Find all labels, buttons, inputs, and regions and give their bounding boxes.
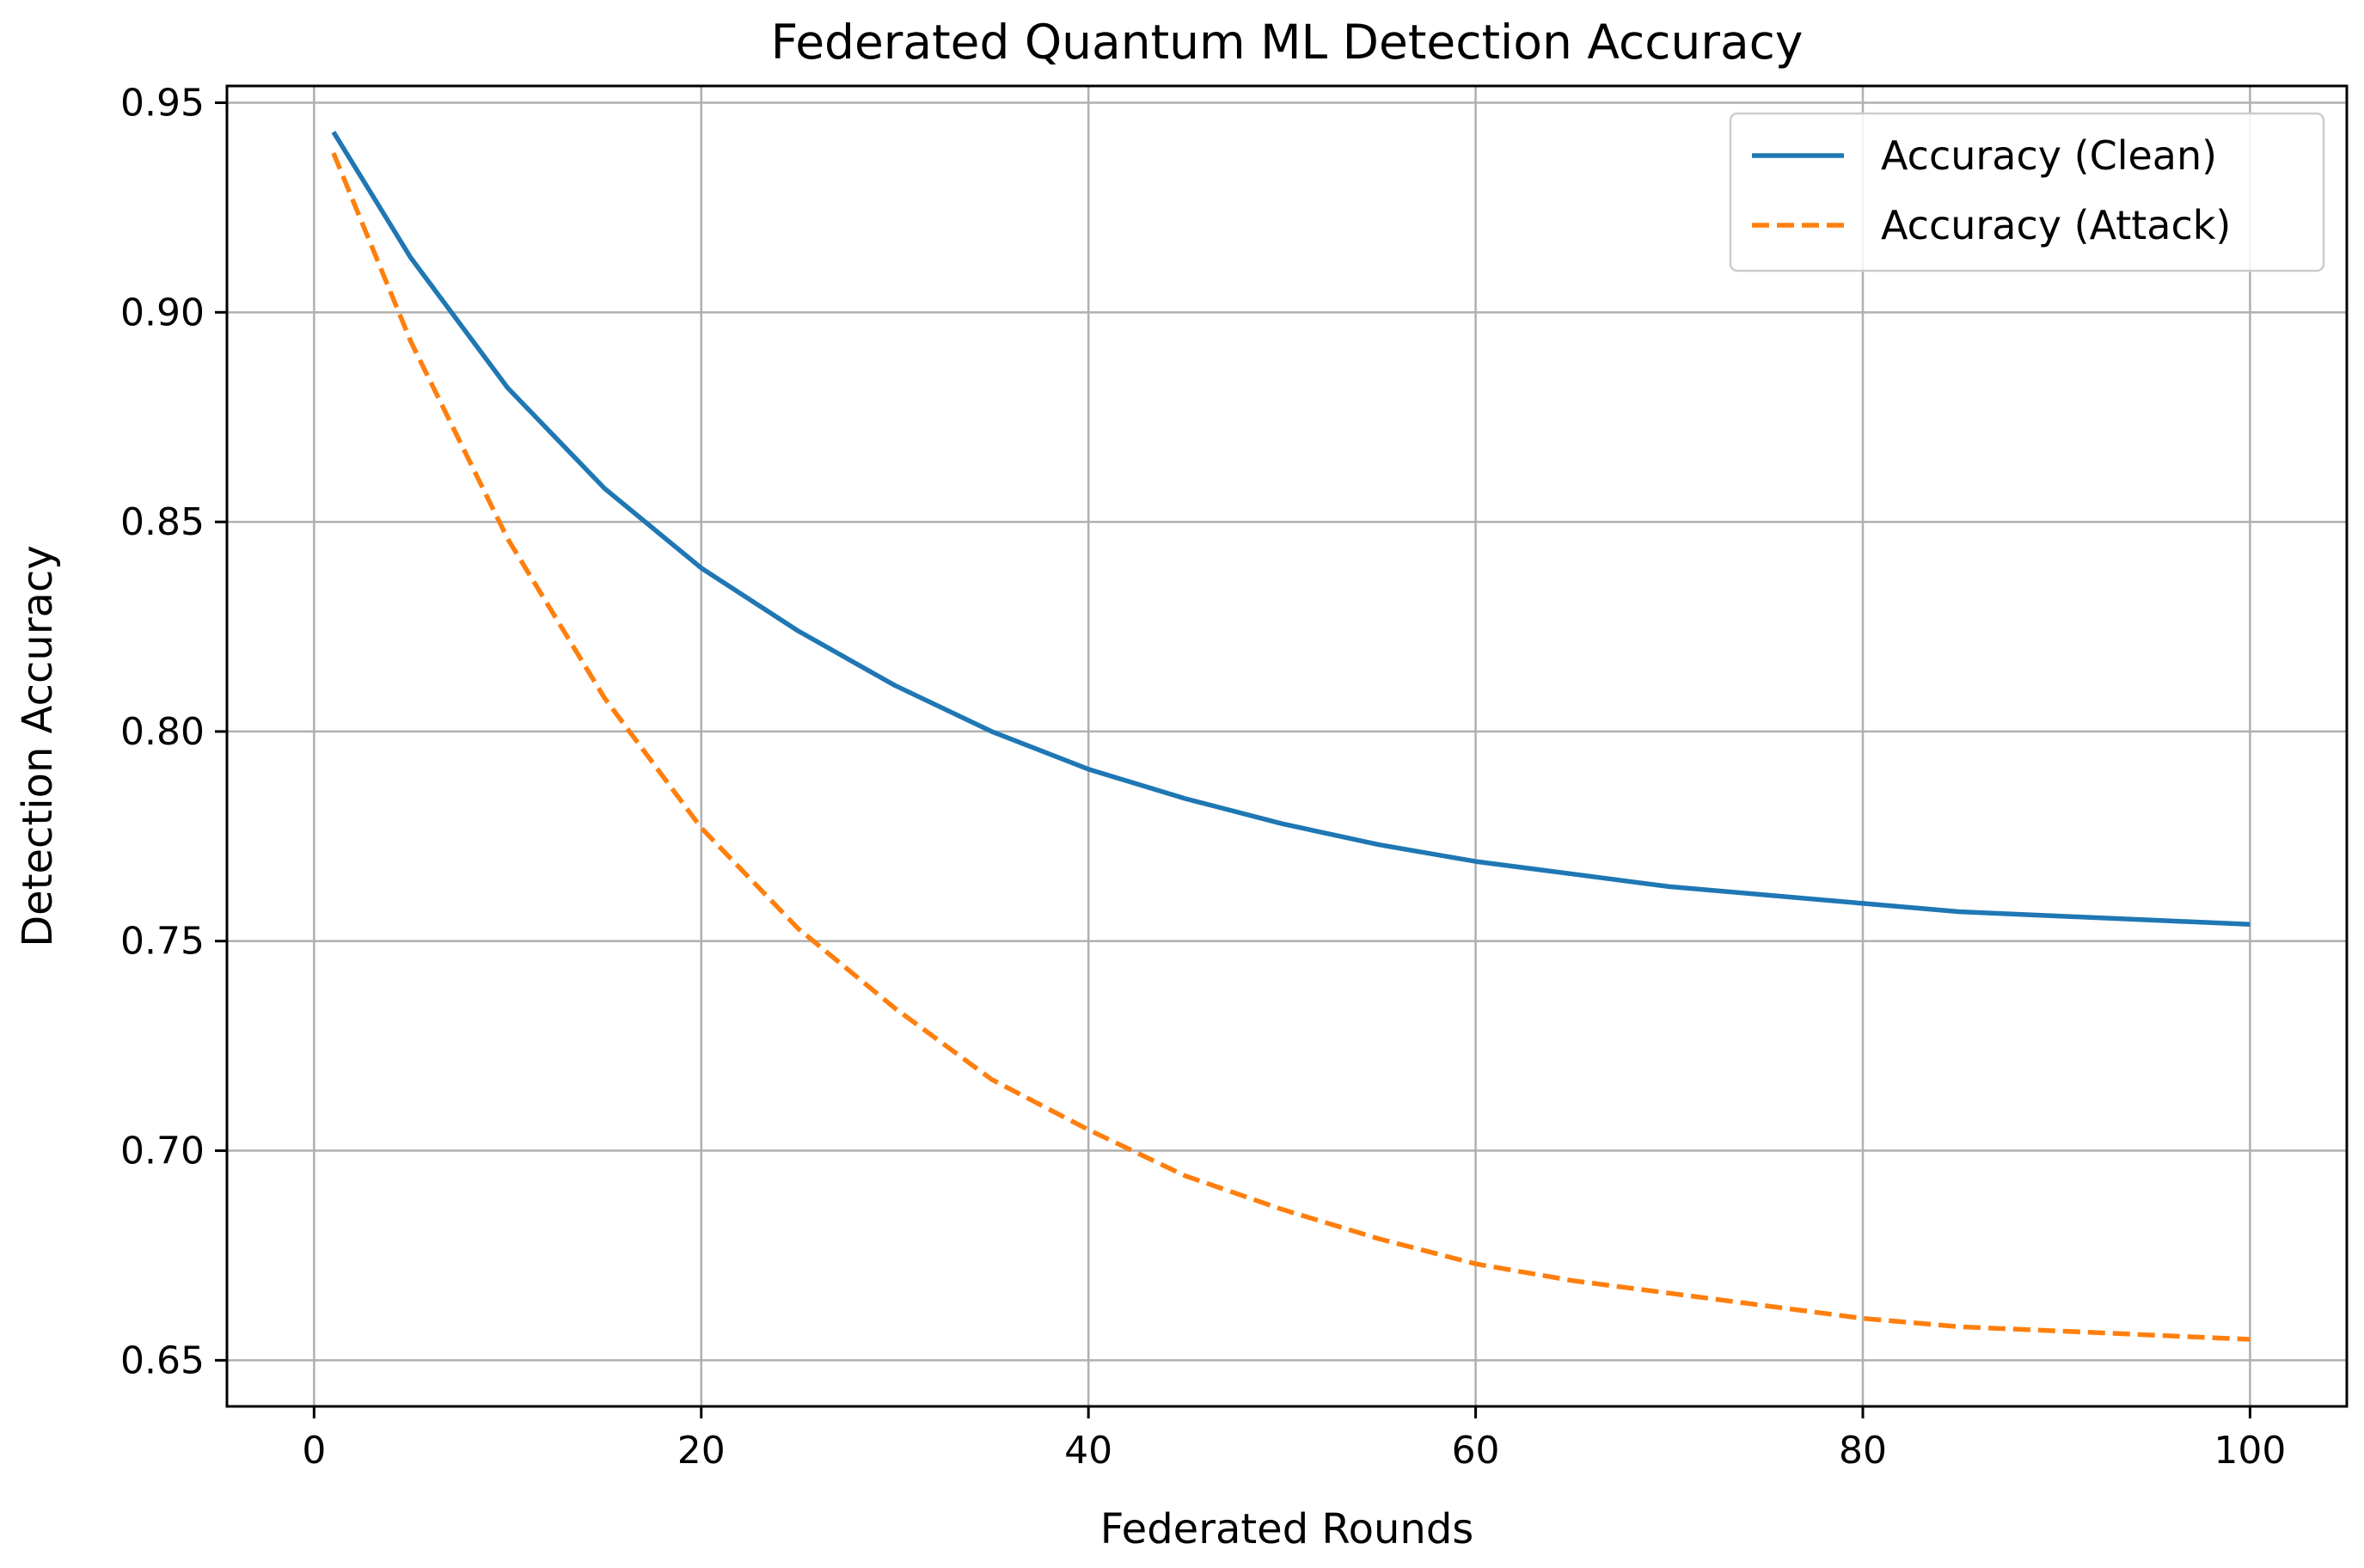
grid-lines bbox=[227, 86, 2347, 1406]
series-line-1 bbox=[331, 131, 2251, 927]
chart-title: Federated Quantum ML Detection Accuracy bbox=[771, 15, 1804, 70]
series-line-2 bbox=[331, 151, 2251, 1342]
legend: Accuracy (Clean) Accuracy (Attack) bbox=[1729, 112, 2325, 273]
legend-box bbox=[1729, 112, 2325, 273]
axis-ticks: 0 20 40 60 80 100 0.65 0.70 0.75 0.80 0.85 0.90 0.95 bbox=[120, 82, 2286, 1473]
y-tick-label: 0.75 bbox=[120, 920, 205, 964]
plot-frame bbox=[225, 84, 2349, 1408]
y-tick-label: 0.80 bbox=[120, 710, 205, 754]
x-tick-label: 80 bbox=[1839, 1429, 1887, 1473]
x-tick-label: 40 bbox=[1064, 1429, 1112, 1473]
y-tick-label: 0.90 bbox=[120, 291, 205, 334]
y-tick-label: 0.70 bbox=[120, 1130, 205, 1173]
x-tick-label: 20 bbox=[677, 1429, 726, 1473]
x-tick-label: 0 bbox=[302, 1429, 326, 1473]
y-tick-label: 0.85 bbox=[120, 500, 205, 544]
legend-label-2: Accuracy (Attack) bbox=[1881, 202, 2231, 248]
y-tick-label: 0.65 bbox=[120, 1338, 205, 1382]
x-tick-label: 60 bbox=[1452, 1429, 1500, 1473]
y-axis-label: Detection Accuracy bbox=[14, 545, 62, 947]
legend-label-1: Accuracy (Clean) bbox=[1881, 132, 2217, 179]
y-tick-label: 0.95 bbox=[120, 82, 205, 126]
x-tick-label: 100 bbox=[2214, 1429, 2286, 1473]
x-axis-label: Federated Rounds bbox=[1100, 1505, 1474, 1553]
series-lines bbox=[331, 131, 2251, 1342]
